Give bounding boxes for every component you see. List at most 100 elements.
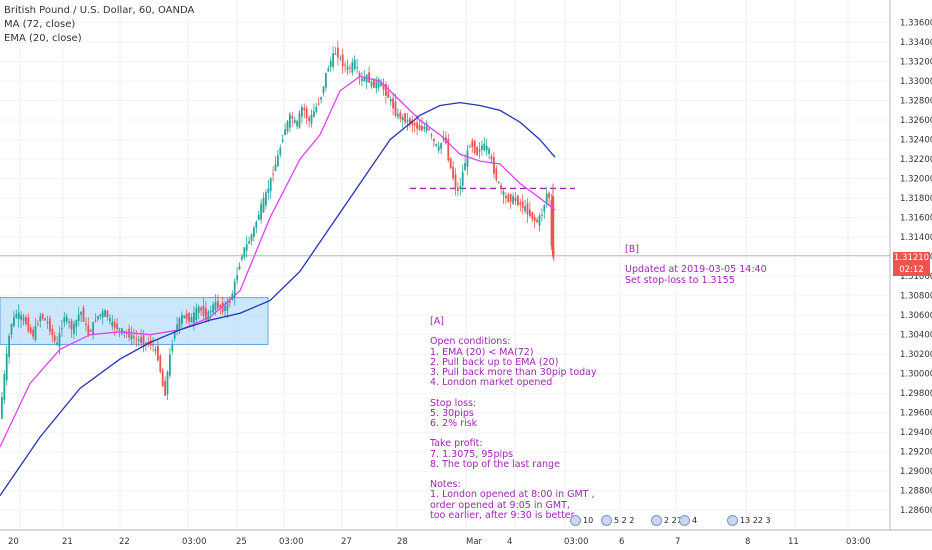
event-marker-2[interactable]: 5 2 2 — [601, 515, 634, 526]
candle-body — [173, 331, 176, 339]
price-tick-label: 1.30600 — [900, 311, 932, 321]
candle-body — [286, 121, 289, 132]
price-tick-label: 1.28600 — [900, 506, 932, 516]
time-tick-label: 20 — [8, 537, 19, 547]
event-marker-1[interactable]: 10 — [570, 515, 593, 526]
candle-body — [241, 256, 243, 260]
price-tick-label: 1.32600 — [900, 116, 932, 126]
annotation-a[interactable]: [A] Open conditions: 1. EMA (20) < MA(72… — [430, 316, 597, 521]
last-price-badge: 1.31210 — [893, 252, 930, 264]
event-marker-5[interactable]: 13 22 3 — [727, 515, 771, 526]
time-tick-label: 28 — [397, 537, 408, 547]
candle-body — [512, 196, 514, 204]
candle-body — [63, 317, 66, 323]
candle-body — [509, 194, 512, 202]
candle-body — [92, 322, 94, 335]
candle-body — [332, 53, 334, 67]
price-tick-label: 1.33400 — [900, 38, 932, 48]
candle-body — [39, 316, 42, 321]
candle-body — [356, 67, 358, 69]
time-tick-label: Mar — [466, 537, 483, 547]
countdown-badge: 02:12 — [893, 264, 930, 276]
candle-body — [61, 328, 63, 330]
candle-body — [421, 125, 423, 131]
candle-body — [3, 374, 6, 400]
candle-body — [545, 193, 548, 204]
candle-body — [363, 77, 366, 82]
candle-body — [497, 181, 500, 183]
candle-body — [298, 113, 301, 128]
candle-body — [442, 139, 445, 141]
candle-body — [337, 47, 339, 58]
candle-body — [113, 321, 116, 328]
candle-body — [387, 91, 390, 99]
candle-body — [281, 139, 284, 142]
price-tick-label: 1.30400 — [900, 331, 932, 341]
candle-body — [164, 381, 166, 396]
candle-body — [322, 86, 325, 93]
candle-body — [154, 349, 157, 352]
time-tick-label: 21 — [62, 537, 73, 547]
price-tick-label: 1.33600 — [900, 19, 932, 29]
candle-body — [1, 396, 3, 419]
candle-body — [27, 317, 30, 331]
candle-body — [430, 135, 433, 137]
candle-body — [529, 209, 531, 216]
candle-body — [209, 311, 212, 313]
candle-body — [526, 203, 529, 215]
ema-indicator-label[interactable]: EMA (20, close) — [4, 33, 82, 44]
candle-body — [274, 164, 277, 172]
candle-body — [262, 197, 265, 213]
candle-body — [308, 117, 310, 121]
candle-body — [205, 308, 207, 320]
candle-body — [452, 166, 454, 179]
candle-body — [536, 219, 538, 222]
candle-body — [202, 306, 205, 316]
candle-body — [447, 138, 450, 161]
candle-body — [149, 340, 152, 346]
candle-body — [80, 311, 82, 316]
candle-body — [161, 370, 164, 387]
candle-body — [109, 318, 111, 321]
event-marker-4[interactable]: 4 — [679, 515, 697, 526]
price-tick-label: 1.31600 — [900, 214, 932, 224]
candle-body — [361, 78, 363, 81]
candle-body — [212, 304, 214, 313]
candle-body — [406, 120, 409, 123]
candle-body — [75, 320, 78, 328]
price-tick-label: 1.29800 — [900, 389, 932, 399]
ma-indicator-label[interactable]: MA (72, close) — [4, 19, 76, 30]
price-tick-label: 1.30800 — [900, 292, 932, 302]
candle-body — [476, 146, 478, 156]
event-marker-3[interactable]: 2 272 — [651, 515, 687, 526]
candle-body — [533, 216, 536, 221]
candle-body — [375, 81, 378, 89]
flag-icon — [679, 515, 690, 526]
candle-body — [25, 317, 27, 324]
candle-body — [303, 107, 306, 111]
candle-body — [145, 342, 147, 344]
candle-body — [41, 313, 44, 319]
candle-body — [370, 81, 373, 87]
candle-body — [73, 323, 75, 334]
candle-body — [483, 143, 486, 151]
candle-body — [341, 54, 344, 67]
candle-body — [257, 214, 260, 220]
candle-body — [409, 118, 411, 125]
ema-line — [0, 75, 556, 448]
candle-body — [152, 344, 154, 346]
candle-body — [34, 326, 37, 340]
candle-body — [334, 53, 337, 55]
candle-body — [65, 316, 68, 322]
candle-body — [329, 61, 332, 68]
candle-body — [269, 177, 272, 192]
candle-body — [233, 281, 236, 298]
annotation-b[interactable]: [B] Updated at 2019-03-05 14:40 Set stop… — [625, 244, 767, 286]
candle-body — [437, 146, 440, 151]
flag-icon — [727, 515, 738, 526]
candle-body — [428, 128, 430, 130]
candle-body — [449, 158, 452, 169]
candle-body — [459, 185, 462, 189]
